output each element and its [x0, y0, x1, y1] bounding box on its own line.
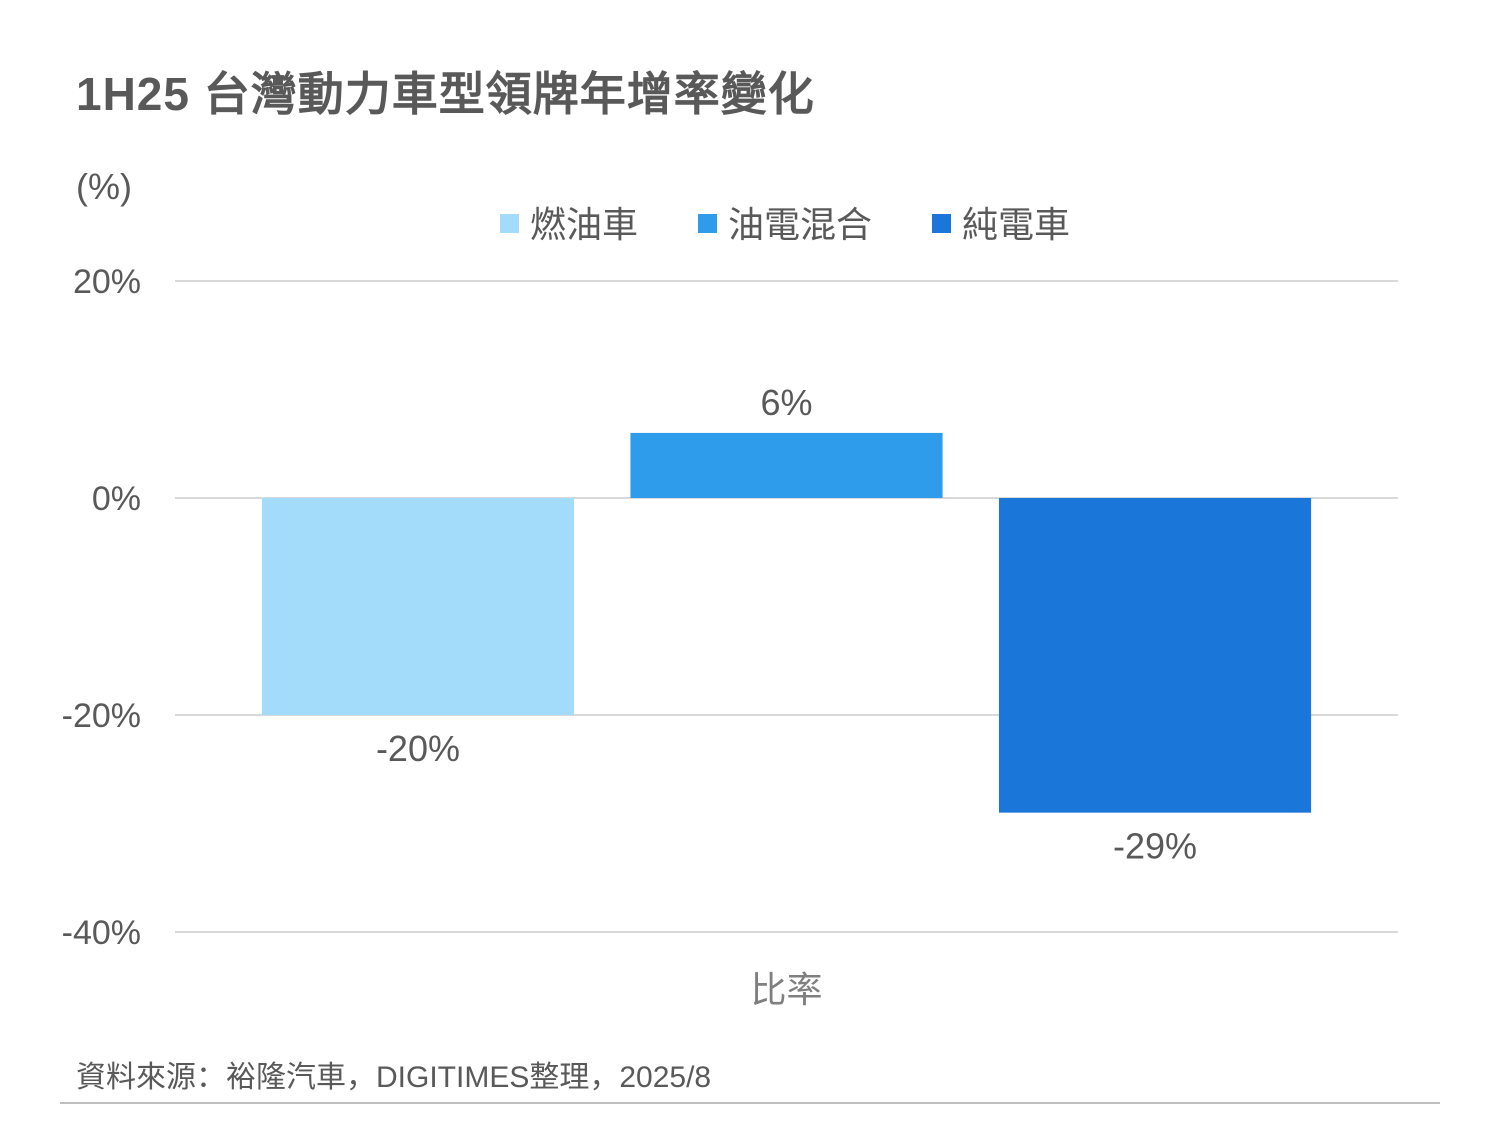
legend-label: 燃油車 [530, 204, 638, 245]
data-label: 6% [760, 382, 812, 423]
y-tick-labels: 20% 0% -20% -40% [62, 263, 141, 952]
y-tick-label: -20% [62, 697, 141, 735]
bottom-divider [60, 1102, 1440, 1104]
chart-title: 1H25 台灣動力車型領牌年增率變化 [76, 68, 815, 120]
legend: 燃油車 油電混合 純電車 [500, 204, 1070, 245]
y-tick-label: 0% [92, 480, 141, 518]
legend-label: 純電車 [962, 204, 1070, 245]
data-label: -20% [376, 728, 460, 769]
bar-油電混合 [630, 432, 943, 498]
legend-swatch-油電混合 [698, 214, 717, 233]
x-category-labels: 比率 [750, 969, 822, 1010]
bar-純電車 [998, 498, 1312, 813]
legend-swatch-純電車 [932, 214, 951, 233]
legend-swatch-燃油車 [500, 214, 519, 233]
bars [261, 432, 1312, 813]
y-tick-label: -40% [62, 914, 141, 952]
data-label: -29% [1113, 826, 1197, 867]
y-tick-label: 20% [73, 263, 141, 301]
source-note: 資料來源：裕隆汽車，DIGITIMES整理，2025/8 [76, 1061, 712, 1094]
bar-燃油車 [261, 498, 575, 715]
x-category-label: 比率 [750, 969, 822, 1010]
legend-label: 油電混合 [728, 204, 872, 245]
data-labels: -20% 6% -29% [376, 382, 1197, 867]
y-unit-label: (%) [76, 166, 132, 207]
